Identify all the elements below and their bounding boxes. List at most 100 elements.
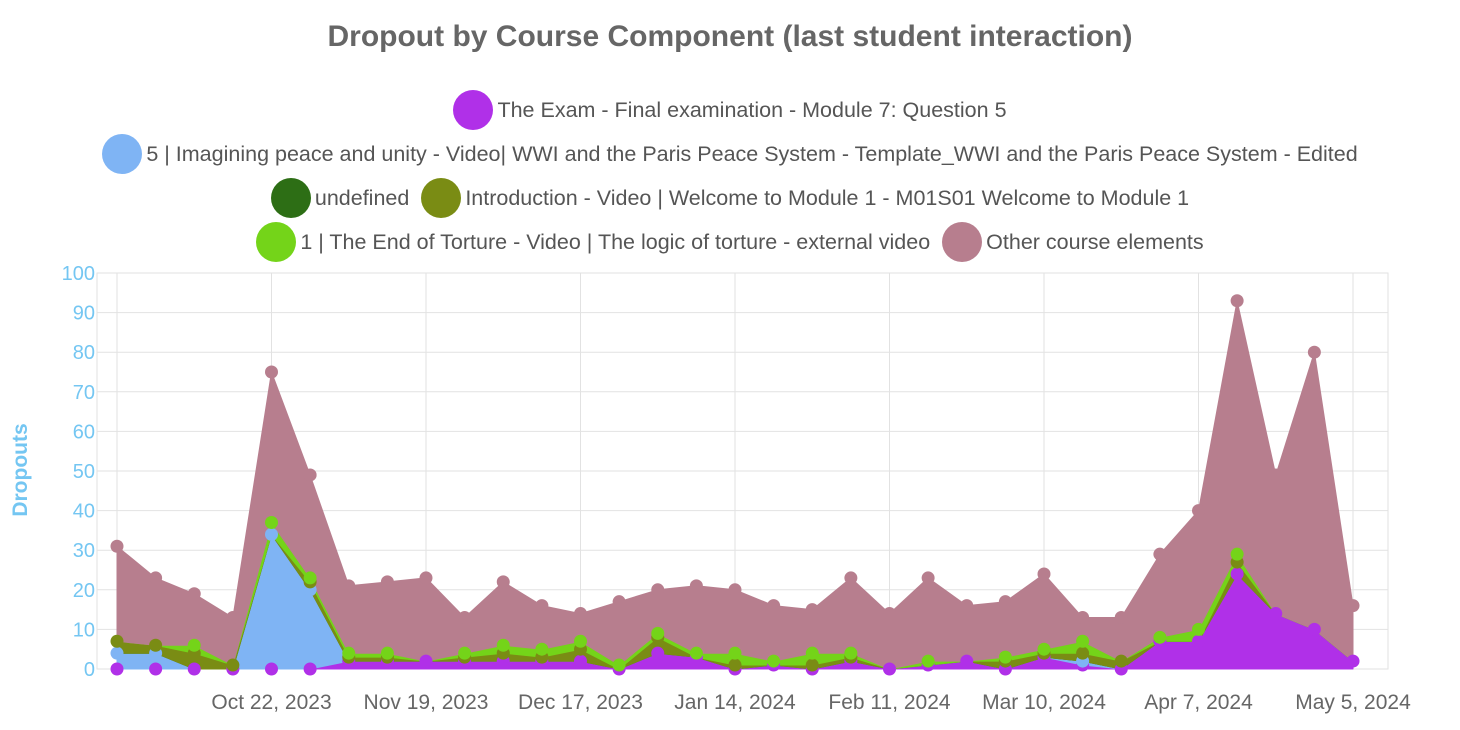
data-point-series-0 xyxy=(960,654,974,668)
data-point-series-4 xyxy=(767,654,781,668)
legend-item-end-of-torture[interactable]: 1 | The End of Torture - Video | The log… xyxy=(256,222,930,262)
legend-item-other[interactable]: Other course elements xyxy=(942,222,1204,262)
data-point-series-5 xyxy=(844,571,858,585)
legend-item-imagining-peace[interactable]: 5 | Imagining peace and unity - Video| W… xyxy=(102,134,1358,174)
data-point-series-0 xyxy=(110,662,124,676)
legend-label-undefined: undefined xyxy=(314,185,410,210)
legend-label-introduction: Introduction - Video | Welcome to Module… xyxy=(465,185,1190,210)
legend-row-1: The Exam - Final examination - Module 7:… xyxy=(0,88,1460,132)
data-point-series-0 xyxy=(1307,622,1321,636)
data-point-series-5 xyxy=(612,595,626,609)
x-tick-label: Dec 17, 2023 xyxy=(518,691,643,714)
data-point-series-3 xyxy=(226,658,240,672)
data-point-series-0 xyxy=(419,654,433,668)
data-point-series-5 xyxy=(1076,611,1090,625)
data-point-series-3 xyxy=(1076,646,1090,660)
data-point-series-5 xyxy=(1153,547,1167,561)
data-point-series-0 xyxy=(1269,607,1283,621)
x-tick-label: May 5, 2024 xyxy=(1295,691,1411,714)
data-point-series-4 xyxy=(496,638,510,652)
data-point-series-0 xyxy=(149,662,163,676)
data-point-series-5 xyxy=(496,575,510,589)
data-point-series-4 xyxy=(689,646,703,660)
y-tick-label: 40 xyxy=(73,501,95,523)
data-point-series-5 xyxy=(960,599,974,613)
chart-legend: The Exam - Final examination - Module 7:… xyxy=(0,88,1460,264)
legend-label-exam: The Exam - Final examination - Module 7:… xyxy=(497,97,1007,122)
legend-item-exam[interactable]: The Exam - Final examination - Module 7:… xyxy=(453,90,1007,130)
data-point-series-5 xyxy=(728,583,742,597)
data-point-series-0 xyxy=(303,662,317,676)
data-point-series-5 xyxy=(380,575,394,589)
data-point-series-4 xyxy=(1037,642,1051,656)
data-point-series-5 xyxy=(651,583,665,597)
legend-swatch-introduction xyxy=(421,178,462,218)
y-tick-label: 90 xyxy=(73,303,95,325)
data-point-series-5 xyxy=(110,539,124,553)
y-tick-label: 100 xyxy=(62,263,95,285)
x-tick-label: Jan 14, 2024 xyxy=(674,691,796,714)
data-point-series-5 xyxy=(1192,504,1205,518)
legend-swatch-exam xyxy=(453,90,494,130)
data-point-series-0 xyxy=(1192,634,1205,648)
data-point-series-5 xyxy=(535,599,549,613)
data-point-series-5 xyxy=(1269,468,1283,482)
legend-item-undefined[interactable]: undefined xyxy=(270,178,410,218)
data-point-series-4 xyxy=(805,646,819,660)
data-point-series-3 xyxy=(728,658,742,672)
data-point-series-4 xyxy=(187,638,201,652)
data-point-series-5 xyxy=(883,607,896,621)
data-point-series-4 xyxy=(535,642,549,656)
data-point-series-4 xyxy=(342,646,356,660)
data-point-series-5 xyxy=(458,611,472,625)
legend-row-4: 1 | The End of Torture - Video | The log… xyxy=(0,220,1460,264)
data-point-series-5 xyxy=(1346,599,1360,613)
data-point-series-4 xyxy=(1230,547,1244,561)
legend-swatch-undefined xyxy=(270,178,311,218)
legend-row-2: 5 | Imagining peace and unity - Video| W… xyxy=(0,132,1460,176)
data-point-series-0 xyxy=(1346,654,1360,668)
legend-swatch-imagining-peace xyxy=(102,134,143,174)
x-tick-label: Feb 11, 2024 xyxy=(828,691,951,714)
data-point-series-0 xyxy=(265,662,278,676)
legend-swatch-other xyxy=(942,222,983,262)
legend-label-other: Other course elements xyxy=(986,229,1204,254)
y-tick-label: 70 xyxy=(73,382,95,404)
data-point-series-4 xyxy=(303,571,317,585)
data-point-series-5 xyxy=(342,579,356,593)
legend-label-imagining-peace: 5 | Imagining peace and unity - Video| W… xyxy=(146,141,1358,166)
data-point-series-5 xyxy=(226,611,240,625)
data-point-series-4 xyxy=(1076,634,1090,648)
data-point-series-3 xyxy=(110,634,124,648)
data-point-series-5 xyxy=(187,587,201,601)
x-tick-label: Apr 7, 2024 xyxy=(1144,691,1253,714)
data-point-series-4 xyxy=(612,658,626,672)
data-point-series-0 xyxy=(651,646,665,660)
data-point-series-4 xyxy=(651,626,665,640)
data-point-series-0 xyxy=(883,662,896,676)
legend-item-introduction[interactable]: Introduction - Video | Welcome to Module… xyxy=(421,178,1189,218)
data-point-series-0 xyxy=(1230,567,1244,581)
data-point-series-4 xyxy=(458,646,472,660)
y-tick-label: 10 xyxy=(73,619,95,641)
y-tick-label: 30 xyxy=(73,540,95,562)
data-point-series-5 xyxy=(1037,567,1051,581)
data-point-series-4 xyxy=(728,646,742,660)
data-point-series-1 xyxy=(110,646,124,660)
y-tick-label: 50 xyxy=(73,461,95,483)
data-point-series-5 xyxy=(1307,345,1321,359)
y-tick-label: 0 xyxy=(84,659,95,681)
data-point-series-5 xyxy=(1114,611,1128,625)
data-point-series-5 xyxy=(303,468,317,482)
data-point-series-5 xyxy=(805,603,819,617)
data-point-series-5 xyxy=(998,595,1012,609)
x-tick-label: Mar 10, 2024 xyxy=(982,691,1106,714)
y-tick-label: 20 xyxy=(73,580,95,602)
data-point-series-1 xyxy=(265,527,278,541)
data-point-series-5 xyxy=(149,571,163,585)
data-point-series-3 xyxy=(149,638,163,652)
data-point-series-4 xyxy=(265,515,278,529)
data-point-series-5 xyxy=(265,365,278,379)
data-point-series-4 xyxy=(844,646,858,660)
